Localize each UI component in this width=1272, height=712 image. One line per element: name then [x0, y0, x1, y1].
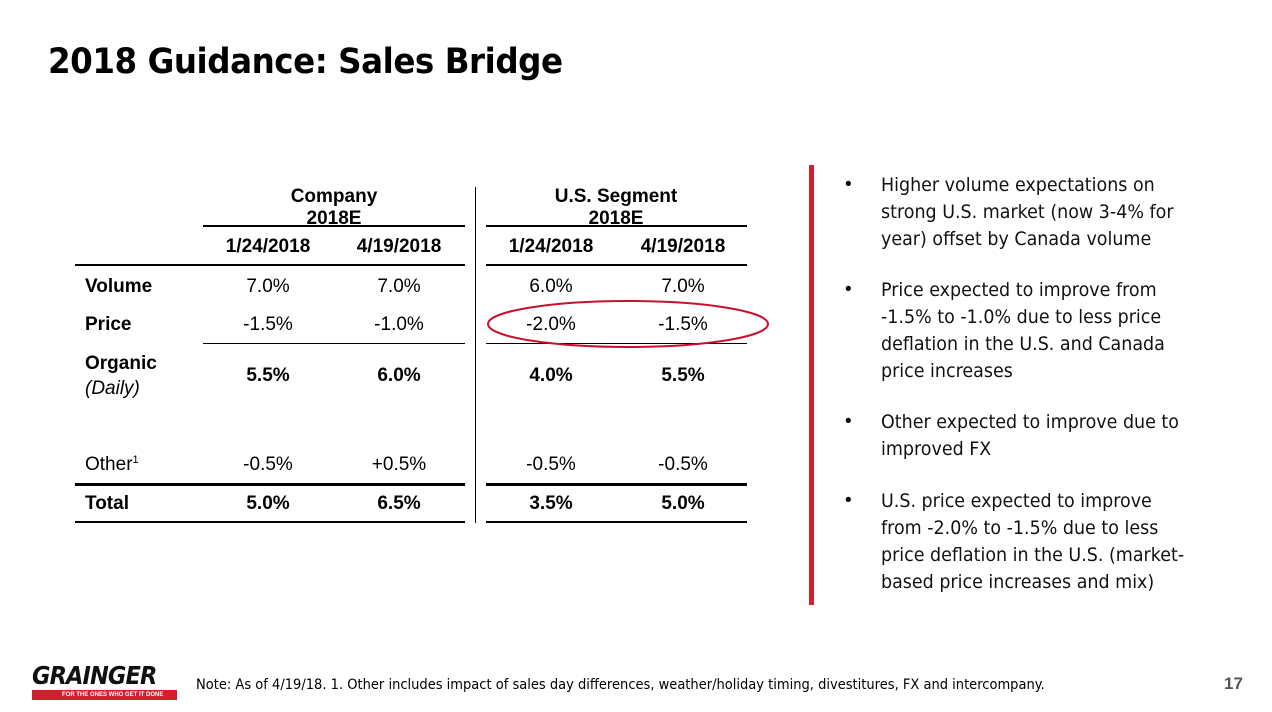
row-label-volume: Volume [85, 276, 153, 297]
cell: -1.5% [243, 314, 293, 335]
footnote: Note: As of 4/19/18. 1. Other includes i… [196, 677, 1045, 693]
cell: +0.5% [371, 454, 427, 475]
divider [486, 483, 747, 486]
cell: 6.5% [377, 493, 421, 514]
bullet-text: Higher volume expectations on strong U.S… [881, 174, 1174, 250]
divider [203, 343, 465, 344]
cell: 4.0% [529, 365, 573, 386]
bullet-icon: • [845, 279, 852, 300]
row-label-other: Other1 [85, 454, 139, 476]
cell: 5.0% [661, 493, 705, 514]
cell: -0.5% [526, 454, 576, 475]
logo-name: GRAINGER [32, 661, 157, 690]
page-number: 17 [1224, 674, 1243, 693]
cell: -0.5% [243, 454, 293, 475]
cell: 3.5% [529, 493, 573, 514]
date-header: 1/24/2018 [225, 236, 311, 257]
cell: -0.5% [658, 454, 708, 475]
cell: 6.0% [529, 276, 573, 297]
row-label-price: Price [85, 314, 132, 335]
divider [486, 225, 747, 227]
group-divider [475, 187, 476, 523]
divider [75, 521, 465, 523]
cell: 7.0% [661, 276, 705, 297]
accent-bar [809, 165, 814, 605]
cell: 7.0% [246, 276, 290, 297]
footnote-marker: 1 [132, 453, 139, 466]
bullet-text: Price expected to improve from -1.5% to … [881, 279, 1165, 382]
row-label-organic: Organic [85, 353, 157, 374]
grainger-logo: GRAINGER FOR THE ONES WHO GET IT DONE [32, 661, 177, 700]
cell: 6.0% [377, 365, 421, 386]
date-header: 4/19/2018 [356, 236, 442, 257]
date-header: 4/19/2018 [640, 236, 726, 257]
highlight-ellipse [487, 300, 769, 348]
divider [486, 343, 747, 344]
group-header-us: U.S. Segment 2018E [554, 186, 678, 229]
cell: -1.0% [374, 314, 424, 335]
date-header: 1/24/2018 [508, 236, 594, 257]
divider [75, 264, 465, 266]
divider [75, 483, 465, 486]
divider [203, 225, 465, 227]
divider [486, 264, 747, 266]
divider [486, 521, 747, 523]
cell: 7.0% [377, 276, 421, 297]
logo-tagline: FOR THE ONES WHO GET IT DONE [32, 690, 177, 700]
bullet-icon: • [845, 174, 852, 195]
cell: 5.5% [661, 365, 705, 386]
row-label-total: Total [85, 493, 129, 514]
cell: 5.5% [246, 365, 290, 386]
bullet-text: Other expected to improve due to improve… [881, 411, 1179, 460]
cell: -1.5% [658, 314, 708, 335]
bullet-icon: • [845, 411, 852, 432]
bullet-text: U.S. price expected to improve from -2.0… [881, 490, 1185, 593]
label-text: Other [85, 454, 133, 476]
cell: -2.0% [526, 314, 576, 335]
cell: 5.0% [246, 493, 290, 514]
slide-title: 2018 Guidance: Sales Bridge [48, 42, 563, 82]
group-header-company: Company 2018E [290, 186, 378, 229]
row-sublabel-daily: (Daily) [85, 378, 140, 399]
bullet-icon: • [845, 490, 852, 511]
